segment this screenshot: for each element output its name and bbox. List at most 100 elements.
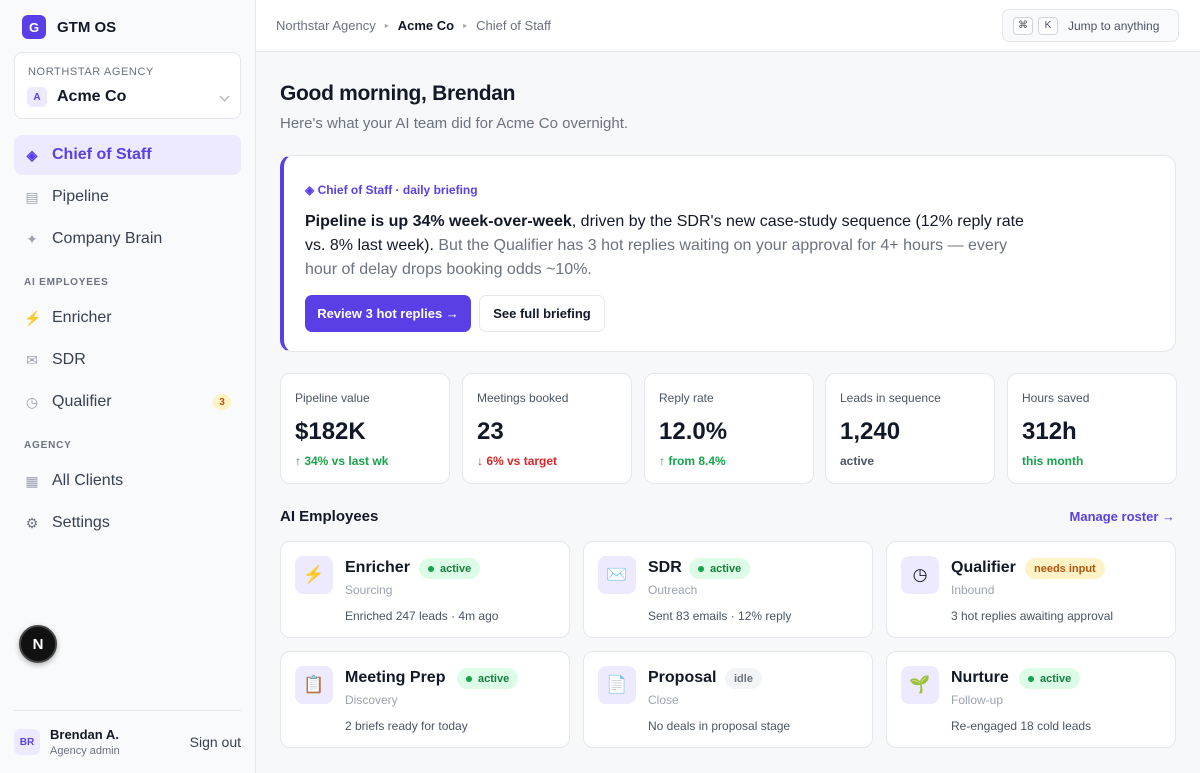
- sidebar-item-label: Chief of Staff: [52, 146, 152, 163]
- stat-label: Pipeline value: [295, 391, 370, 405]
- client-switcher[interactable]: NORTHSTAR AGENCY A Acme Co: [14, 52, 241, 119]
- sidebar-item-label: Settings: [52, 514, 110, 531]
- employee-name: Qualifier: [951, 559, 1016, 576]
- sidebar-item-label: Qualifier: [52, 393, 112, 410]
- breadcrumb: Northstar Agency ▸ Acme Co ▸ Chief of St…: [276, 18, 551, 33]
- status-badge: active: [419, 558, 481, 579]
- employee-card-meeting-prep[interactable]: 📋 Meeting Prep active Discovery 2 briefs…: [280, 651, 570, 748]
- stat-label: Reply rate: [659, 391, 714, 405]
- stat-delta: ↑ 34% vs last wk: [295, 454, 389, 468]
- chevron-down-icon: [219, 91, 230, 102]
- stat-label: Leads in sequence: [840, 391, 941, 405]
- clipboard-icon: 📋: [295, 666, 333, 704]
- client-name: Acme Co: [57, 88, 127, 105]
- client-avatar: A: [27, 87, 47, 107]
- stat-value: 23: [477, 418, 504, 445]
- sidebar-item-company-brain[interactable]: ✦ Company Brain: [14, 219, 241, 259]
- user-role: Agency admin: [50, 745, 120, 757]
- app-name: GTM OS: [57, 18, 117, 36]
- sidebar-item-pipeline[interactable]: ▤ Pipeline: [14, 177, 241, 217]
- employee-card-sdr[interactable]: ✉️ SDR active Outreach Sent 83 emails · …: [583, 541, 873, 638]
- brand[interactable]: G GTM OS: [22, 15, 116, 39]
- sidebar-item-settings[interactable]: ⚙ Settings: [14, 503, 241, 543]
- ai-employees-heading: AI Employees: [280, 508, 379, 525]
- stat-card-reply-rate: Reply rate 12.0% ↑ from 8.4%: [644, 373, 814, 484]
- logo-icon: G: [22, 15, 46, 39]
- see-full-briefing-button[interactable]: See full briefing: [479, 295, 605, 332]
- nav-section-ai-employees: AI EMPLOYEES: [24, 277, 109, 288]
- stat-label: Hours saved: [1022, 391, 1090, 405]
- briefing-tag: ◈ Chief of Staff · daily briefing: [305, 183, 478, 197]
- seedling-icon: 🌱: [901, 666, 939, 704]
- stat-card-leads-in-sequence: Leads in sequence 1,240 active: [825, 373, 995, 484]
- status-badge: needs input: [1025, 558, 1105, 579]
- sign-out-button[interactable]: Sign out: [189, 734, 241, 750]
- sidebar-item-enricher[interactable]: ⚡ Enricher: [14, 298, 241, 338]
- employee-card-proposal[interactable]: 📄 Proposal idle Close No deals in propos…: [583, 651, 873, 748]
- employee-role: Discovery: [345, 693, 398, 707]
- status-badge: idle: [725, 668, 762, 689]
- employee-role: Inbound: [951, 583, 995, 597]
- grid-icon: ▦: [25, 472, 39, 489]
- stat-value: 12.0%: [659, 418, 728, 445]
- sidebar-item-qualifier[interactable]: ◷ Qualifier 3: [14, 382, 241, 422]
- envelope-icon: ✉: [26, 351, 38, 368]
- floating-dev-button[interactable]: N: [19, 625, 57, 663]
- stat-delta: ↓ 6% vs target: [477, 454, 558, 468]
- manage-roster-link[interactable]: Manage roster →: [1069, 509, 1175, 524]
- breadcrumb-separator-icon: ▸: [463, 21, 468, 30]
- briefing-warning: But the Qualifier has 3 hot replies wait…: [305, 237, 1008, 278]
- lightning-icon: ⚡: [295, 556, 333, 594]
- briefing-text: Pipeline is up 34% week-over-week, drive…: [305, 210, 1025, 282]
- sparkle-icon: ✦: [26, 230, 38, 247]
- envelope-icon: ✉️: [598, 556, 636, 594]
- sidebar-item-label: SDR: [52, 351, 86, 368]
- stat-delta: active: [840, 454, 875, 468]
- employee-name: Nurture: [951, 669, 1009, 686]
- employee-card-nurture[interactable]: 🌱 Nurture active Follow-up Re-engaged 18…: [886, 651, 1176, 748]
- avatar[interactable]: BR: [14, 729, 40, 755]
- employee-name: SDR: [648, 559, 682, 576]
- topbar: Northstar Agency ▸ Acme Co ▸ Chief of St…: [256, 0, 1200, 52]
- employee-card-qualifier[interactable]: ◷ Qualifier needs input Inbound 3 hot re…: [886, 541, 1176, 638]
- clock-icon: ◷: [901, 556, 939, 594]
- stat-label: Meetings booked: [477, 391, 569, 405]
- stat-value: 1,240: [840, 418, 901, 445]
- review-hot-replies-button[interactable]: Review 3 hot replies →: [305, 295, 471, 332]
- command-palette-button[interactable]: ⌘ K Jump to anything: [1002, 9, 1179, 42]
- sidebar-item-label: All Clients: [52, 472, 124, 489]
- employee-name: Meeting Prep: [345, 669, 446, 686]
- stat-value: $182K: [295, 418, 366, 445]
- employee-activity: 3 hot replies awaiting approval: [951, 609, 1114, 623]
- sidebar-item-sdr[interactable]: ✉ SDR: [14, 340, 241, 380]
- briefing-headline: Pipeline is up 34% week-over-week: [305, 213, 572, 230]
- status-badge: active: [689, 558, 751, 579]
- stat-delta: ↑ from 8.4%: [659, 454, 726, 468]
- daily-briefing-card: ◈ Chief of Staff · daily briefing Pipeli…: [280, 155, 1176, 352]
- qualifier-count-badge: 3: [213, 394, 231, 410]
- client-org-label: NORTHSTAR AGENCY: [28, 66, 154, 78]
- breadcrumb-current: Chief of Staff: [476, 18, 552, 33]
- status-badge: active: [457, 668, 519, 689]
- command-key-icon: ⌘: [1013, 16, 1033, 35]
- employee-activity: 2 briefs ready for today: [345, 719, 468, 733]
- breadcrumb-separator-icon: ▸: [384, 21, 389, 30]
- status-badge: active: [1019, 668, 1081, 689]
- breadcrumb-client[interactable]: Acme Co: [397, 18, 455, 33]
- stat-card-hours-saved: Hours saved 312h this month: [1007, 373, 1177, 484]
- sidebar: G GTM OS NORTHSTAR AGENCY A Acme Co ◈ Ch…: [0, 0, 256, 773]
- employee-name: Proposal: [648, 669, 717, 686]
- user-footer: BR Brendan A. Agency admin Sign out: [14, 710, 241, 773]
- sidebar-item-label: Pipeline: [52, 188, 109, 205]
- clock-icon: ◷: [25, 393, 39, 410]
- employee-activity: Enriched 247 leads · 4m ago: [345, 609, 499, 623]
- employee-role: Outreach: [648, 583, 698, 597]
- breadcrumb-agency[interactable]: Northstar Agency: [276, 18, 376, 33]
- user-name: Brendan A.: [50, 727, 119, 742]
- employee-name: Enricher: [345, 559, 410, 576]
- employee-card-enricher[interactable]: ⚡ Enricher active Sourcing Enriched 247 …: [280, 541, 570, 638]
- sidebar-item-chief-of-staff[interactable]: ◈ Chief of Staff: [14, 135, 241, 175]
- sidebar-item-all-clients[interactable]: ▦ All Clients: [14, 461, 241, 501]
- k-key: K: [1038, 16, 1058, 35]
- document-icon: 📄: [598, 666, 636, 704]
